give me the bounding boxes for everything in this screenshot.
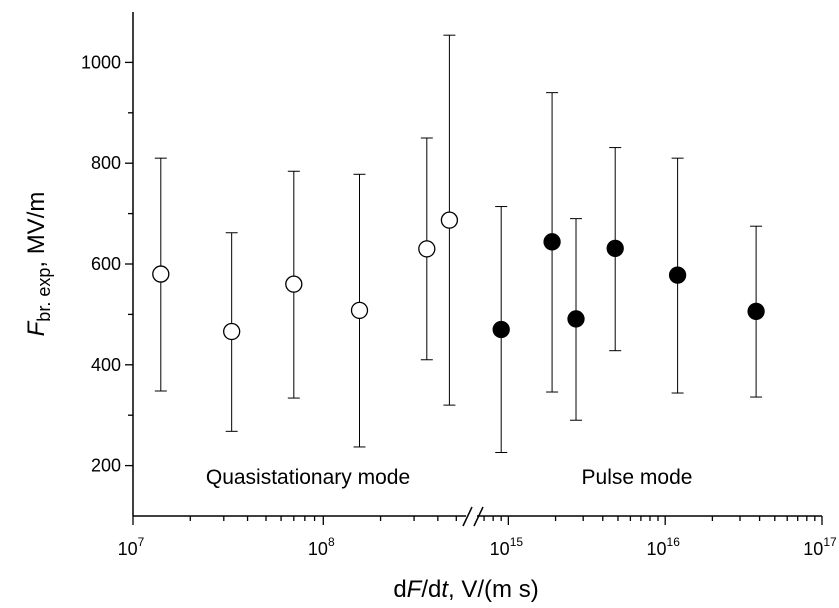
x-tick-label: 1017	[803, 535, 837, 559]
x-tick-label: 1016	[646, 535, 680, 559]
data-point-filled	[668, 266, 687, 284]
data-point-open	[440, 211, 459, 229]
y-axis-title-text: Fbr. exp, MV/m	[23, 192, 54, 337]
x-tick-label: 107	[118, 535, 145, 559]
data-point-filled	[567, 310, 585, 328]
y-tick-label: 1000	[81, 52, 121, 72]
annotation-quasistationary: Quasistationary mode	[206, 466, 410, 489]
x-axis-title-text: dF/dt, V/(m s)	[393, 576, 538, 603]
data-point-open	[285, 275, 303, 293]
axis-break-mark	[473, 506, 484, 527]
x-tick-label: 108	[308, 535, 335, 559]
data-points	[152, 211, 765, 341]
annotation-pulse: Pulse mode	[582, 466, 693, 489]
y-tick-label: 400	[91, 355, 121, 375]
x-tick-label: 1015	[490, 535, 524, 559]
y-tick-label: 200	[91, 456, 121, 476]
data-point-filled	[492, 320, 510, 339]
error-bars	[154, 34, 763, 453]
y-tick-label: 800	[91, 153, 121, 173]
data-point-open	[152, 265, 170, 283]
data-point-open	[350, 301, 369, 320]
y-axis-title: Fbr. exp, MV/m	[23, 192, 54, 337]
axes: 200 400 600 800 1000 107 108 1015 1016 1017	[81, 12, 837, 559]
axis-break-mark	[462, 506, 473, 527]
data-point-open	[223, 322, 241, 341]
data-point-filled	[543, 233, 561, 251]
y-tick-label: 600	[91, 254, 121, 274]
data-point-filled	[606, 239, 624, 258]
data-point-open	[418, 240, 436, 258]
data-point-filled	[747, 302, 765, 321]
x-axis-title: dF/dt, V/(m s)	[393, 576, 538, 603]
